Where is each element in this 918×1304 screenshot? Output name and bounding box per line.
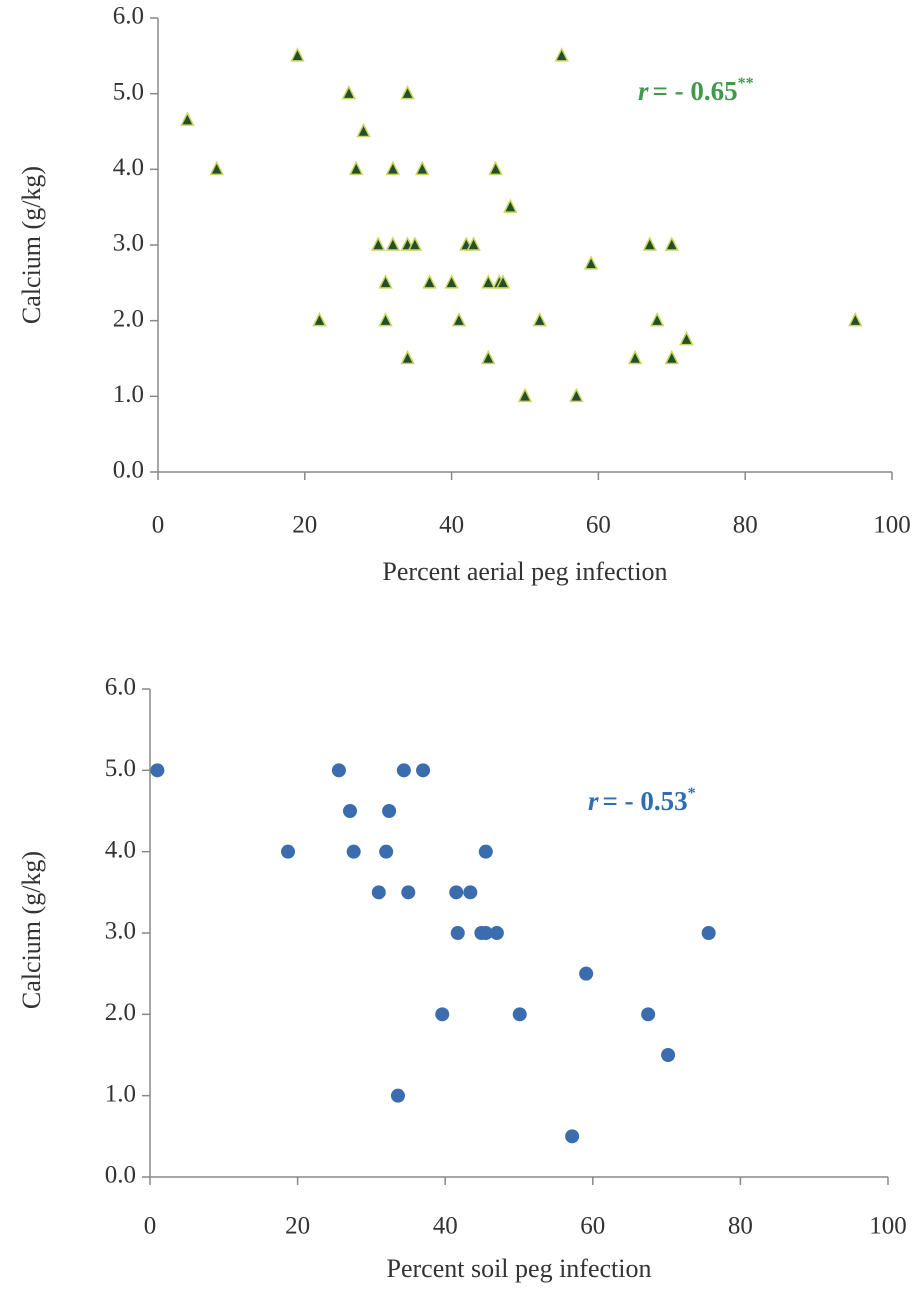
point — [644, 238, 656, 250]
point — [629, 352, 641, 364]
point — [463, 885, 477, 899]
point — [181, 113, 193, 125]
y-axis-title: Calcium (g/kg) — [17, 166, 46, 324]
point — [490, 162, 502, 174]
page: 0.0 1.0 2.0 3.0 4.0 5.0 6.0 0 20 40 60 80 100 Percent… — [0, 0, 918, 1299]
annotation-text: = - 0.53 — [603, 786, 688, 816]
point — [556, 49, 568, 61]
chart: 0.0 1.0 2.0 3.0 4.0 5.0 6.0 0 20 40 60 80 100 Percent… — [17, 674, 907, 1283]
point — [211, 162, 223, 174]
point — [343, 804, 357, 818]
point — [343, 87, 355, 99]
point — [380, 276, 392, 288]
annotation-superscript: * — [688, 785, 696, 802]
point — [446, 276, 458, 288]
point — [150, 763, 164, 777]
x-tick-label: 40 — [439, 512, 464, 539]
point — [482, 276, 494, 288]
x-tick-label: 60 — [580, 1213, 605, 1240]
y-tick-label: 5.0 — [105, 755, 136, 782]
annotation-superscript: ** — [738, 75, 754, 92]
y-tick-label: 6.0 — [105, 674, 136, 701]
point — [570, 389, 582, 401]
x-axis-title: Percent soil peg infection — [387, 1254, 652, 1283]
point — [391, 1089, 405, 1103]
point — [435, 1007, 449, 1021]
point — [401, 885, 415, 899]
point — [387, 238, 399, 250]
point — [519, 389, 531, 401]
y-tick-label: 0.0 — [105, 1162, 136, 1189]
point — [313, 314, 325, 326]
x-tick-label: 100 — [873, 512, 911, 539]
point — [849, 314, 861, 326]
y-tick-label: 2.0 — [113, 305, 144, 332]
point — [332, 763, 346, 777]
y-tick-label: 6.0 — [113, 3, 144, 30]
point — [504, 200, 516, 212]
point — [451, 926, 465, 940]
point — [379, 845, 393, 859]
x-tick-label: 0 — [152, 512, 165, 539]
x-tick-label: 100 — [869, 1213, 907, 1240]
y-tick-label: 4.0 — [105, 836, 136, 863]
point — [666, 352, 678, 364]
point — [490, 926, 504, 940]
point — [424, 276, 436, 288]
chart: 0.0 1.0 2.0 3.0 4.0 5.0 6.0 0 20 40 60 80 100 Percent… — [17, 3, 911, 586]
x-tick-label: 60 — [586, 512, 611, 539]
y-tick-label: 2.0 — [105, 999, 136, 1026]
point — [397, 763, 411, 777]
point — [565, 1129, 579, 1143]
annotation: r= - 0.65** — [638, 75, 754, 106]
annotation-symbol: r — [588, 786, 599, 816]
annotation-symbol: r — [638, 76, 649, 106]
x-tick-label: 20 — [285, 1213, 310, 1240]
point — [449, 885, 463, 899]
point — [387, 162, 399, 174]
y-tick-label: 4.0 — [113, 154, 144, 181]
point — [402, 87, 414, 99]
point — [482, 352, 494, 364]
point — [350, 162, 362, 174]
point — [661, 1048, 675, 1062]
point — [579, 967, 593, 981]
x-tick-label: 20 — [292, 512, 317, 539]
point — [291, 49, 303, 61]
x-tick-label: 80 — [728, 1213, 753, 1240]
y-axis-title: Calcium (g/kg) — [17, 851, 46, 1009]
point — [513, 1007, 527, 1021]
annotation-text: = - 0.65 — [653, 76, 738, 106]
x-tick-label: 80 — [733, 512, 758, 539]
y-tick-label: 3.0 — [105, 918, 136, 945]
x-axis-title: Percent aerial peg infection — [382, 557, 667, 586]
y-tick-label: 3.0 — [113, 230, 144, 257]
point — [416, 162, 428, 174]
point — [479, 845, 493, 859]
point — [680, 333, 692, 345]
y-tick-label: 0.0 — [113, 457, 144, 484]
point — [358, 125, 370, 137]
x-tick-label: 0 — [144, 1213, 157, 1240]
point — [534, 314, 546, 326]
point — [416, 763, 430, 777]
y-tick-label: 1.0 — [105, 1080, 136, 1107]
point — [380, 314, 392, 326]
point — [585, 257, 597, 269]
point — [666, 238, 678, 250]
point — [402, 352, 414, 364]
point — [372, 238, 384, 250]
x-tick-label: 40 — [433, 1213, 458, 1240]
y-tick-label: 1.0 — [113, 381, 144, 408]
point — [453, 314, 465, 326]
point — [347, 845, 361, 859]
point — [702, 926, 716, 940]
point — [641, 1007, 655, 1021]
point — [372, 885, 386, 899]
point — [281, 845, 295, 859]
point — [651, 314, 663, 326]
point — [382, 804, 396, 818]
annotation: r= - 0.53* — [588, 785, 696, 816]
y-tick-label: 5.0 — [113, 78, 144, 105]
